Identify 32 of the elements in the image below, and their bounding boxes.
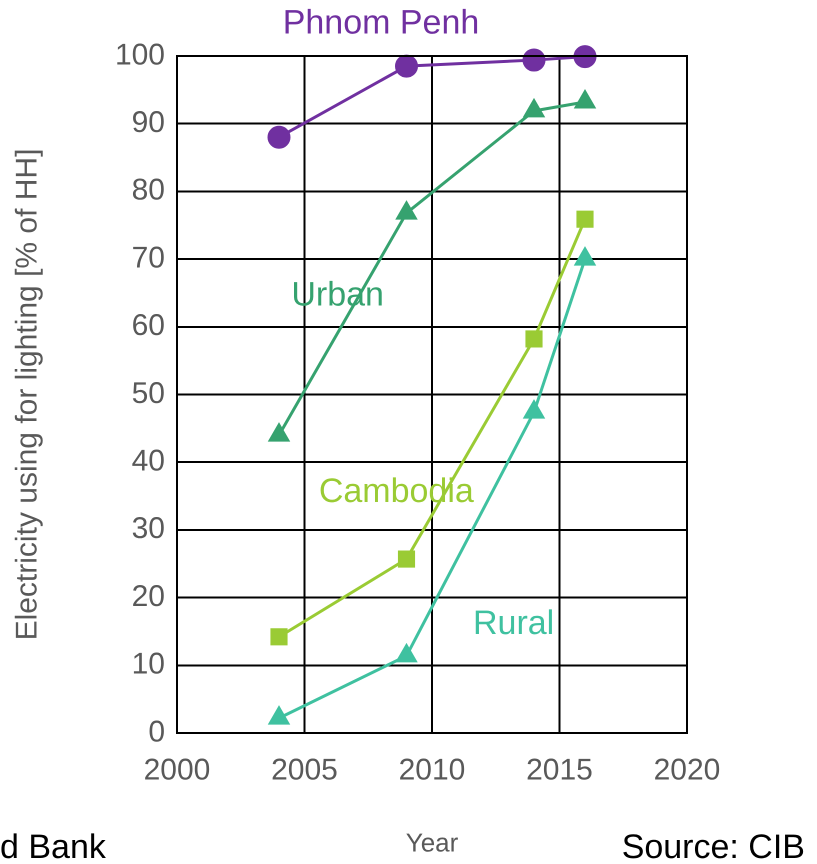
y-tick-label: 50: [132, 376, 165, 410]
point: [574, 45, 596, 68]
y-tick-label: 90: [132, 106, 165, 139]
y-axis-title: Electricity using for lighting [% of HH]: [10, 148, 44, 640]
x-axis-title: Year: [406, 828, 459, 858]
x-tick-label: 2015: [526, 753, 593, 786]
source-note: Source: CIB: [622, 828, 805, 864]
point: [525, 330, 543, 348]
series-label: Phnom Penh: [282, 4, 480, 42]
x-tick-label: 2020: [654, 753, 720, 786]
y-tick-label: 30: [132, 512, 165, 546]
y-tick-label: 80: [132, 174, 165, 207]
x-tick-label: 2010: [398, 753, 466, 786]
point: [268, 424, 290, 442]
series-label: Rural: [472, 604, 554, 642]
y-tick-label: 40: [132, 444, 165, 478]
y-tick-label: 100: [114, 38, 165, 72]
y-tick-label: 0: [148, 715, 165, 748]
x-tick-label: 2005: [271, 753, 338, 786]
y-tick-label: 20: [132, 580, 165, 613]
x-tick-label: 2000: [144, 753, 210, 786]
point: [524, 400, 544, 419]
point: [396, 644, 417, 662]
point: [395, 54, 418, 78]
y-tick-label: 60: [132, 309, 165, 342]
y-tick-label: 70: [132, 241, 165, 274]
text: d Bank: [0, 828, 107, 864]
point: [522, 48, 546, 72]
y-tick-label: 10: [132, 648, 165, 681]
point: [268, 126, 290, 149]
point: [268, 706, 290, 725]
point: [576, 210, 594, 228]
